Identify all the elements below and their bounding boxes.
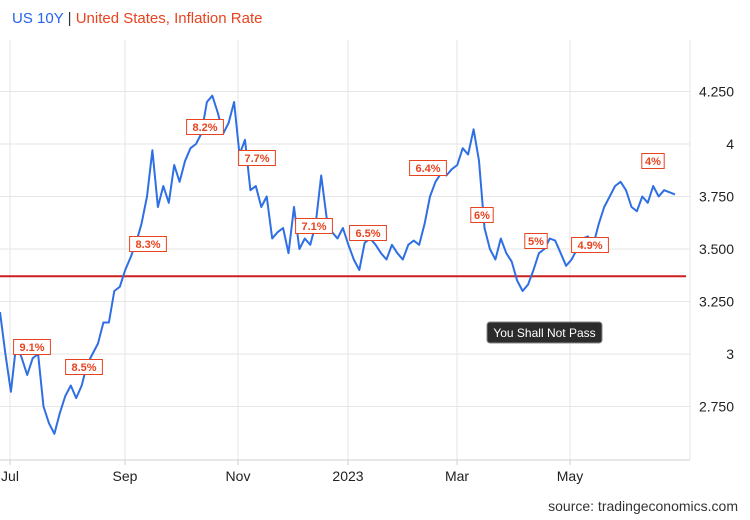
inflation-label-box (641, 153, 665, 169)
x-tick-label: Nov (226, 468, 251, 484)
inflation-label: 4.9% (577, 240, 602, 252)
inflation-labels: 9.1% 8.5% 8.3% 8.2% 7.7% 7.1% 6.5% 6.4% 6% 5% 4.9%… (13, 119, 665, 375)
y-tick-label: 4 (726, 136, 734, 152)
annotation-box (486, 321, 603, 344)
title-series-inflation: United States, Inflation Rate (75, 10, 263, 27)
inflation-label: 4% (645, 156, 661, 168)
x-tick-label: 2023 (332, 468, 363, 484)
inflation-label-box (65, 359, 103, 375)
inflation-label: 6% (474, 210, 490, 222)
x-tick-label: Sep (113, 468, 138, 484)
y-tick-label: 2.750 (699, 399, 734, 415)
y-tick-label: 3.750 (699, 189, 734, 205)
y-tick-label: 3.500 (699, 241, 734, 257)
annotation-layer: You Shall Not Pass (486, 321, 603, 344)
y-tick-label: 4.250 (699, 84, 734, 100)
inflation-label-box (524, 233, 548, 249)
inflation-label-box (349, 225, 387, 241)
inflation-label-box (409, 160, 447, 176)
annotation-text: You Shall Not Pass (493, 326, 595, 340)
inflation-label: 6.5% (355, 228, 380, 240)
chart-title: US 10Y | United States, Inflation Rate (12, 10, 262, 28)
series-line-us10y (0, 94, 676, 435)
inflation-label: 9.1% (19, 342, 44, 354)
inflation-label: 8.2% (192, 122, 217, 134)
inflation-label-box (295, 218, 333, 234)
x-tick-label: Jul (1, 468, 19, 484)
inflation-label: 7.1% (301, 221, 326, 233)
y-tick-label: 3.250 (699, 294, 734, 310)
x-tick-label: Mar (445, 468, 469, 484)
y-tick-label: 3 (726, 346, 734, 362)
title-series-us10y: US 10Y (12, 10, 64, 27)
inflation-label-box (13, 339, 51, 355)
source-credit: source: tradingeconomics.com (548, 498, 738, 514)
inflation-label-box (571, 237, 609, 253)
inflation-label-box (186, 119, 224, 135)
inflation-label-box (470, 207, 494, 223)
inflation-label-box (238, 150, 276, 166)
series-layer (0, 94, 686, 435)
axis-ticks: Jul Sep Nov 2023 Mar May 4.250 4 3.750 3.500 3.250… (1, 84, 734, 485)
inflation-label: 8.5% (71, 362, 96, 374)
inflation-label: 6.4% (415, 163, 440, 175)
inflation-label: 8.3% (135, 239, 160, 251)
inflation-label: 7.7% (244, 153, 269, 165)
title-separator: | (67, 10, 72, 27)
x-tick-label: May (557, 468, 583, 484)
inflation-label-box (129, 236, 167, 252)
inflation-label: 5% (528, 236, 544, 248)
